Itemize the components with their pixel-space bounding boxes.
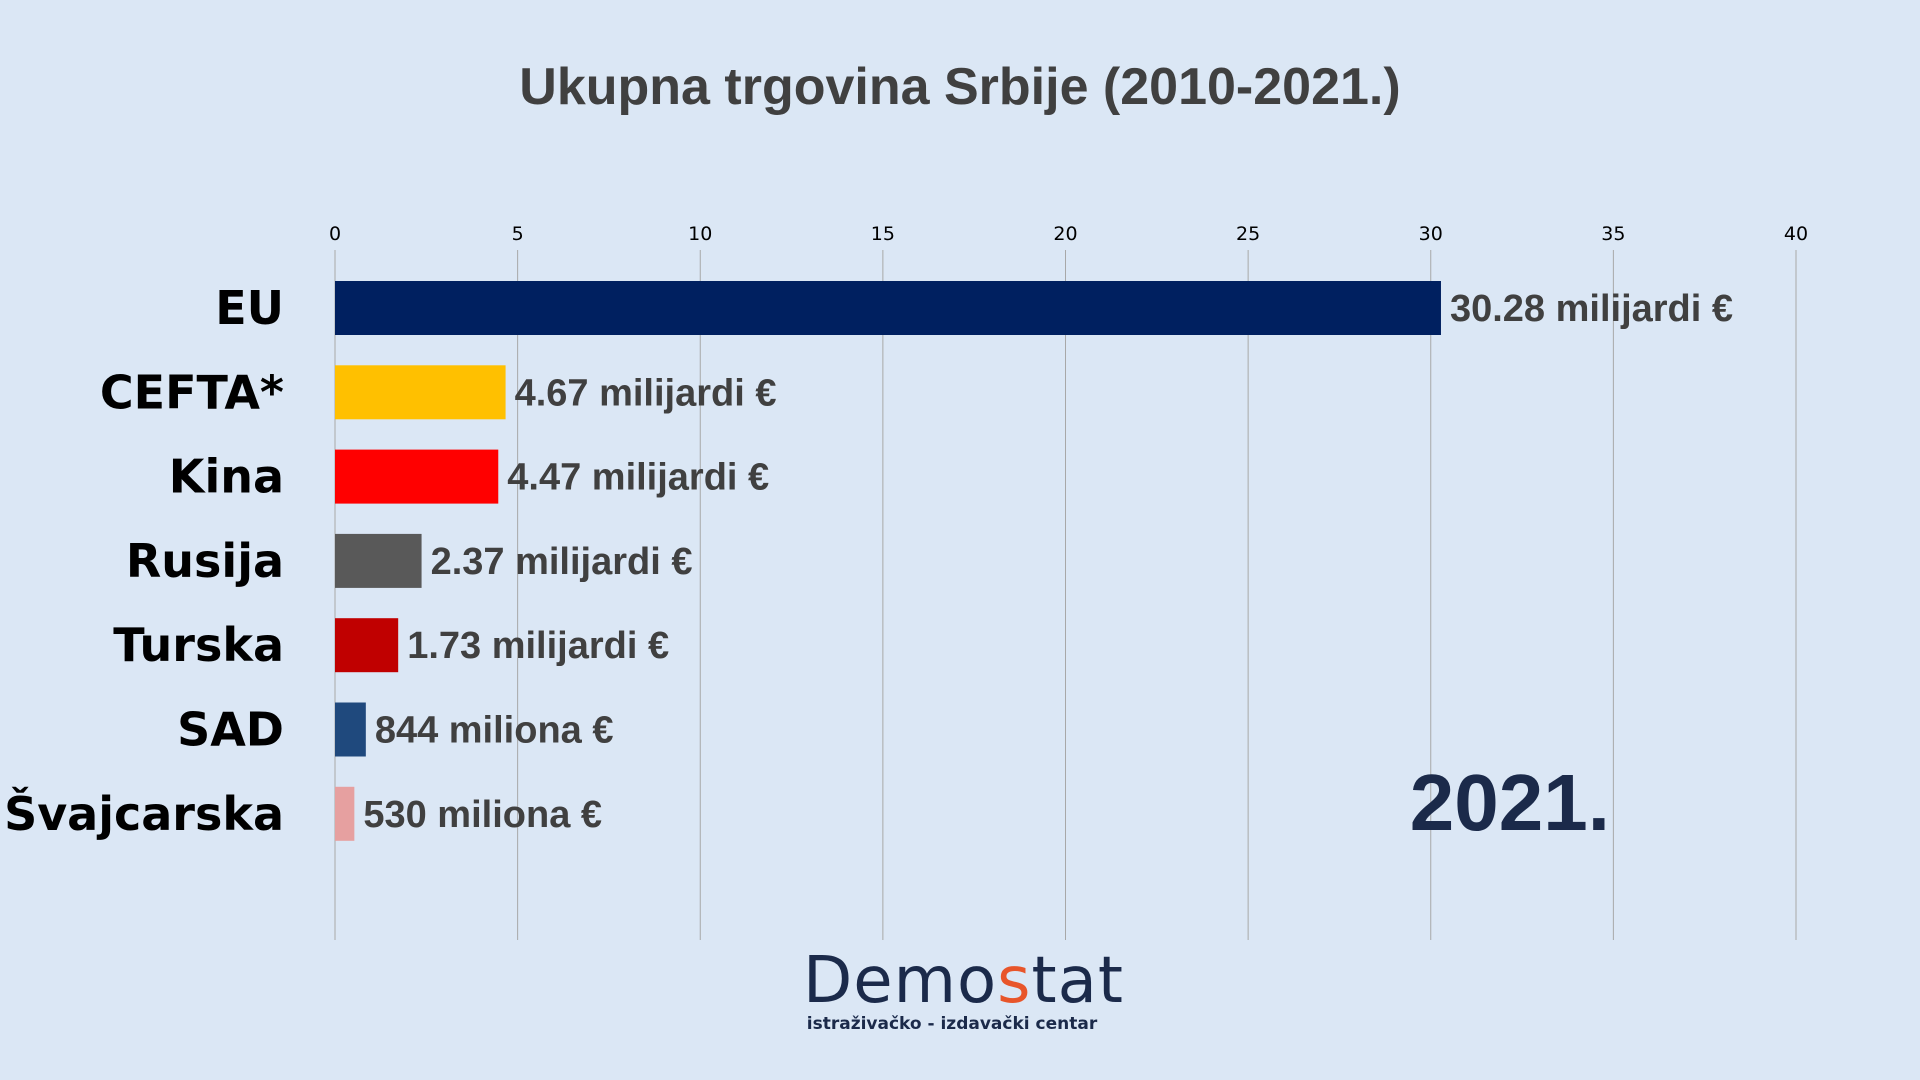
bar [335,786,355,841]
category-label: CEFTA* [100,365,284,419]
category-labels: EU CEFTA* Kina Rusija Turska SAD Švajcarska [4,281,284,841]
chart-title: Ukupna trgovina Srbije (2010-2021.) [519,58,1400,116]
data-label: 844 miliona € [375,710,614,752]
x-tick-label: 20 [1053,223,1077,245]
data-label: 4.67 milijardi € [515,372,777,414]
category-label: Rusija [126,534,284,588]
data-label: 530 miliona € [363,794,602,836]
data-label: 30.28 milijardi € [1450,288,1733,330]
year-annotation: 2021. [1410,758,1610,847]
category-label: Turska [113,618,284,672]
category-label: Švajcarska [4,787,284,841]
category-label: Kina [169,450,284,504]
x-tick-label: 35 [1601,223,1625,245]
logo-word-accent: s [997,944,1032,1018]
data-label: 2.37 milijardi € [431,541,693,583]
bar [335,702,366,757]
x-tick-label: 10 [688,223,712,245]
category-label: SAD [177,703,284,757]
bar [335,449,499,504]
x-tick-label: 15 [871,223,895,245]
logo-wordmark: Demostat [803,948,1123,1014]
gridlines [334,250,1797,940]
bar [335,533,422,588]
data-labels: 30.28 milijardi € 4.67 milijardi € 4.47 mi… [363,288,1733,836]
x-tick-label: 40 [1784,223,1808,245]
bars [335,281,1441,841]
logo-word-end: tat [1031,944,1124,1018]
data-label: 4.47 milijardi € [507,457,769,499]
bar [335,281,1441,335]
data-label: 1.73 milijardi € [407,625,669,667]
category-label: EU [215,281,284,335]
x-tick-label: 0 [329,223,341,245]
bar [335,618,399,673]
x-axis-ticks: 0 5 10 15 20 25 30 35 40 [329,223,1808,245]
logo-subtitle: istraživačko - izdavački centar [806,1014,1098,1034]
demostat-logo: Demostat istraživačko - izdavački centar [803,948,1123,1034]
bar [335,365,506,420]
x-tick-label: 5 [512,223,524,245]
logo-word-start: Demo [803,944,998,1018]
x-tick-label: 25 [1236,223,1260,245]
x-tick-label: 30 [1419,223,1443,245]
